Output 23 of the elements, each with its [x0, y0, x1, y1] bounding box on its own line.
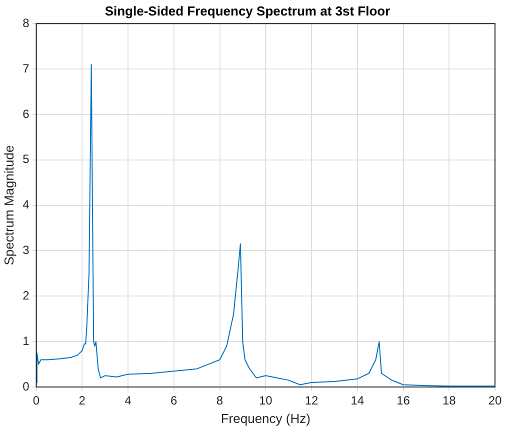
y-tick-label: 0 — [22, 379, 30, 394]
x-tick-label: 8 — [216, 394, 224, 408]
x-tick-label: 4 — [124, 394, 132, 408]
y-tick-label: 2 — [22, 288, 30, 302]
y-tick-label: 4 — [22, 198, 30, 212]
x-tick-label: 18 — [442, 394, 456, 408]
x-tick-label: 20 — [488, 394, 502, 408]
chart-title: Single-Sided Frequency Spectrum at 3st Floor — [104, 3, 390, 18]
x-tick-label: 16 — [396, 394, 410, 408]
x-tick-label: 6 — [170, 394, 178, 408]
x-tick-label: 0 — [32, 394, 40, 408]
y-axis-title: Spectrum Magnitude — [1, 145, 16, 266]
y-tick-label: 8 — [22, 16, 30, 30]
y-tick-label: 7 — [22, 61, 30, 76]
y-tick-label: 3 — [22, 243, 30, 258]
x-tick-label: 2 — [78, 394, 86, 408]
y-tick-label: 6 — [22, 106, 30, 121]
y-tick-label: 1 — [22, 334, 30, 348]
x-tick-label: 10 — [258, 394, 273, 408]
x-axis-title: Frequency (Hz) — [220, 410, 310, 426]
y-tick-label: 5 — [22, 152, 30, 166]
x-tick-label: 12 — [304, 394, 319, 408]
x-tick-label: 14 — [350, 394, 364, 408]
